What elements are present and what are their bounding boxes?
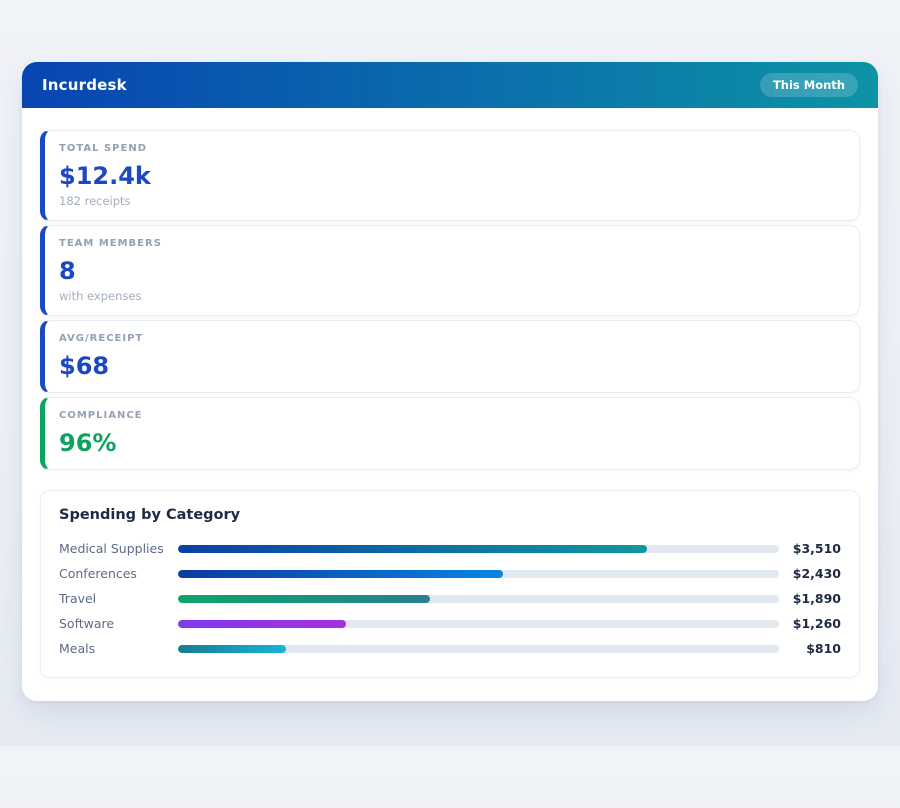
stat-label: COMPLIANCE	[59, 410, 143, 421]
category-label: Medical Supplies	[59, 541, 164, 556]
dashboard-panel: Incurdesk This Month TOTAL SPEND $12.4k …	[22, 62, 878, 701]
category-row-meals: Meals $810	[59, 636, 841, 661]
category-value: $2,430	[792, 566, 841, 581]
stat-card-team-members: TEAM MEMBERS 8 with expenses	[40, 225, 860, 316]
category-label: Meals	[59, 641, 96, 656]
spending-by-category-card: Spending by Category Medical Supplies $3…	[40, 490, 860, 678]
bar-fill	[178, 594, 431, 603]
category-label: Travel	[59, 591, 97, 606]
category-row-medical-supplies: Medical Supplies $3,510	[59, 536, 841, 561]
period-badge[interactable]: This Month	[759, 73, 858, 97]
category-row-conferences: Conferences $2,430	[59, 561, 841, 586]
bar-track	[178, 594, 779, 603]
category-label: Conferences	[59, 566, 137, 581]
category-row-software: Software $1,260	[59, 611, 841, 636]
bar-fill	[178, 544, 647, 553]
bar-fill	[178, 644, 287, 653]
category-row-travel: Travel $1,890	[59, 586, 841, 611]
category-label: Software	[59, 616, 115, 631]
bar-fill	[178, 569, 503, 578]
bar-track	[178, 644, 779, 653]
category-value: $3,510	[792, 541, 841, 556]
stat-sub: 182 receipts	[59, 194, 131, 208]
stat-value: 96%	[59, 429, 117, 457]
bar-track	[178, 544, 779, 553]
stat-card-compliance: COMPLIANCE 96%	[40, 397, 860, 470]
bar-track	[178, 569, 779, 578]
stat-label: AVG/RECEIPT	[59, 333, 144, 344]
section-title: Spending by Category	[59, 507, 241, 523]
stat-value: 8	[59, 257, 76, 285]
stat-card-total-spend: TOTAL SPEND $12.4k 182 receipts	[40, 130, 860, 221]
stat-label: TEAM MEMBERS	[59, 238, 162, 249]
stat-sub: with expenses	[59, 289, 142, 303]
stat-value: $68	[59, 352, 110, 380]
app-title: Incurdesk	[42, 76, 127, 94]
category-value: $1,260	[792, 616, 841, 631]
app-header: Incurdesk This Month	[22, 62, 878, 108]
panel-body: TOTAL SPEND $12.4k 182 receipts TEAM MEM…	[22, 108, 878, 701]
category-value: $1,890	[792, 591, 841, 606]
bar-track	[178, 619, 779, 628]
stat-card-avg-receipt: AVG/RECEIPT $68	[40, 320, 860, 393]
stat-value: $12.4k	[59, 162, 151, 190]
stat-label: TOTAL SPEND	[59, 143, 147, 154]
category-value: $810	[806, 641, 841, 656]
bar-fill	[178, 619, 347, 628]
